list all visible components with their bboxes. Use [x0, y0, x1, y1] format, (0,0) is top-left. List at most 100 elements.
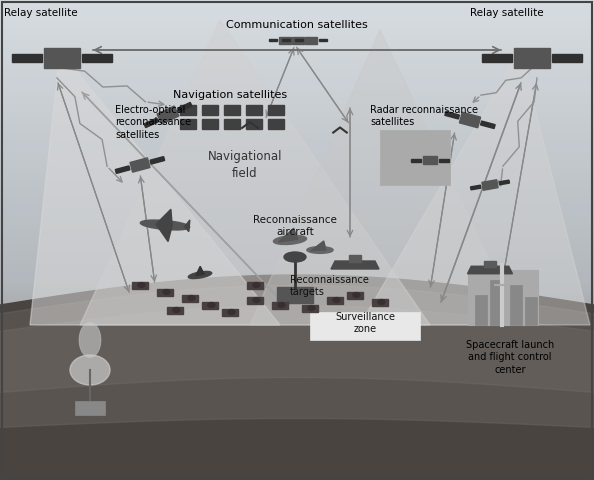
Ellipse shape — [253, 283, 260, 288]
Ellipse shape — [353, 292, 360, 298]
Bar — [349, 255, 361, 262]
Ellipse shape — [208, 302, 215, 308]
Bar — [470, 185, 481, 190]
Bar — [150, 156, 165, 164]
Ellipse shape — [138, 283, 145, 288]
Ellipse shape — [307, 247, 333, 253]
Ellipse shape — [333, 298, 340, 302]
Bar — [292, 36, 304, 44]
Bar — [178, 102, 192, 112]
Bar — [157, 288, 173, 296]
Bar — [423, 156, 437, 164]
Ellipse shape — [173, 308, 180, 312]
Bar — [305, 36, 317, 44]
Ellipse shape — [278, 302, 285, 308]
Text: Radar reconnaissance
satellites: Radar reconnaissance satellites — [370, 105, 478, 127]
Bar — [295, 39, 303, 41]
Bar — [459, 112, 481, 128]
Bar — [277, 287, 313, 303]
Bar — [246, 105, 262, 115]
Bar — [282, 39, 290, 41]
Bar — [269, 39, 277, 41]
Bar — [202, 119, 218, 129]
Ellipse shape — [284, 252, 306, 262]
Text: Navigational
field: Navigational field — [208, 150, 282, 180]
Bar — [247, 297, 263, 303]
Bar — [475, 295, 487, 325]
Bar — [82, 54, 112, 62]
Bar — [380, 130, 450, 185]
Bar — [130, 158, 150, 172]
Ellipse shape — [253, 298, 260, 302]
Bar — [182, 295, 198, 301]
Bar — [115, 166, 130, 173]
Polygon shape — [185, 220, 190, 232]
Polygon shape — [360, 50, 590, 325]
Bar — [482, 54, 512, 62]
Ellipse shape — [188, 271, 211, 278]
Bar — [510, 285, 522, 325]
Bar — [319, 39, 327, 41]
Text: Spacecraft launch
and flight control
center: Spacecraft launch and flight control cen… — [466, 340, 554, 375]
Bar — [144, 118, 159, 128]
Ellipse shape — [163, 289, 170, 294]
Text: Reconnaissance
targets: Reconnaissance targets — [290, 275, 369, 298]
Polygon shape — [30, 50, 280, 325]
Bar — [484, 261, 496, 267]
Text: Relay satellite: Relay satellite — [470, 8, 544, 18]
Bar — [372, 299, 388, 305]
Bar — [411, 158, 421, 161]
Ellipse shape — [70, 355, 110, 385]
Ellipse shape — [188, 296, 195, 300]
Bar — [481, 121, 495, 129]
Text: Reconnaissance
aircraft: Reconnaissance aircraft — [253, 215, 337, 238]
Bar — [482, 180, 498, 190]
Bar — [499, 180, 510, 185]
Bar — [180, 119, 196, 129]
Bar — [268, 105, 284, 115]
Bar — [202, 105, 218, 115]
Ellipse shape — [140, 220, 189, 230]
Bar — [327, 297, 343, 303]
Bar — [468, 270, 538, 325]
Text: Electro-optical
reconnaissance
satellites: Electro-optical reconnaissance satellite… — [115, 105, 191, 140]
Ellipse shape — [308, 306, 315, 311]
Bar — [302, 304, 318, 312]
Polygon shape — [279, 228, 298, 242]
Bar — [224, 105, 240, 115]
Polygon shape — [331, 261, 379, 269]
Ellipse shape — [79, 323, 101, 358]
Bar — [293, 39, 301, 41]
Bar — [445, 111, 459, 119]
Bar — [12, 54, 42, 62]
Polygon shape — [196, 266, 204, 276]
Bar — [439, 158, 449, 161]
Bar — [132, 281, 148, 288]
Bar — [222, 309, 238, 315]
Text: Surveillance
zone: Surveillance zone — [335, 312, 395, 334]
Bar — [180, 105, 196, 115]
Text: Communication satellites: Communication satellites — [226, 20, 368, 30]
Bar — [552, 54, 582, 62]
Ellipse shape — [378, 300, 385, 304]
Polygon shape — [250, 30, 520, 325]
Bar — [166, 307, 184, 313]
Bar — [268, 119, 284, 129]
Ellipse shape — [228, 310, 235, 314]
Bar — [75, 401, 105, 415]
Polygon shape — [467, 266, 513, 274]
Bar — [514, 48, 550, 68]
Bar — [347, 291, 364, 299]
Polygon shape — [311, 241, 326, 251]
Polygon shape — [80, 20, 430, 325]
Bar — [44, 48, 80, 68]
Bar — [224, 119, 240, 129]
Ellipse shape — [273, 236, 307, 244]
Bar — [279, 36, 291, 44]
Bar — [306, 39, 314, 41]
Bar — [157, 106, 179, 124]
Polygon shape — [156, 209, 172, 241]
Bar — [247, 281, 263, 288]
Bar — [525, 297, 537, 325]
Bar — [201, 301, 219, 309]
